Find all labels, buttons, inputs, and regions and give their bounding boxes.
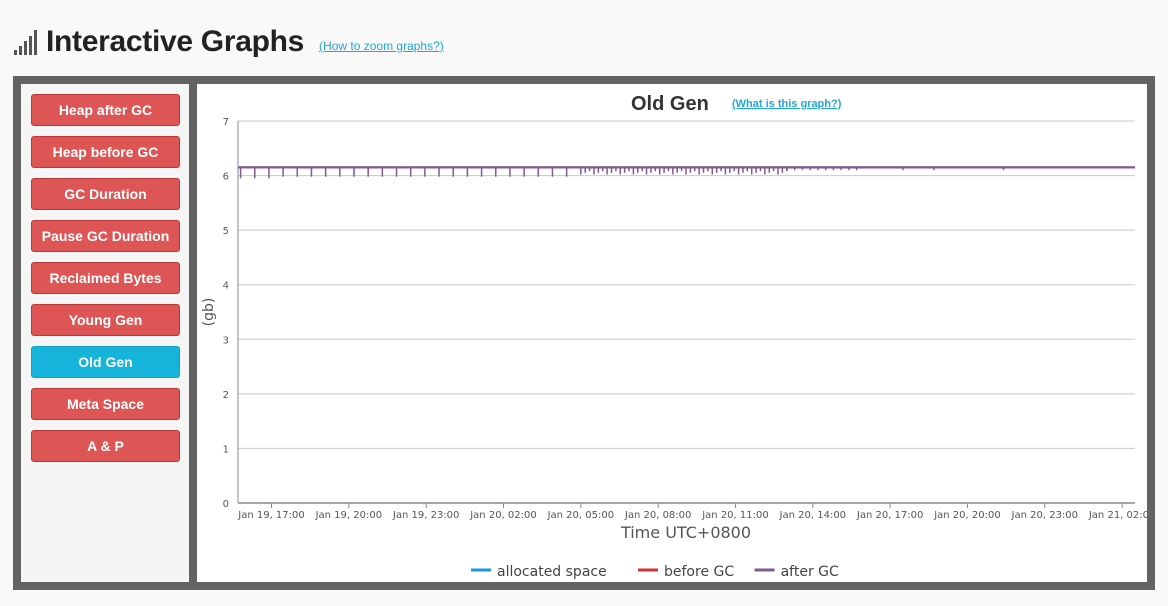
chart-title: Old Gen [631, 93, 709, 115]
page-header: Interactive Graphs (How to zoom graphs?) [14, 22, 444, 62]
y-tick-label: 2 [223, 390, 229, 401]
legend-label[interactable]: before GC [664, 564, 734, 580]
y-tick-label: 0 [223, 499, 229, 510]
nav-button-pause-gc-duration[interactable]: Pause GC Duration [31, 220, 180, 252]
x-tick-label: Jan 19, 17:00 [237, 510, 304, 521]
x-tick-label: Jan 19, 20:00 [315, 510, 383, 521]
x-tick-label: Jan 19, 23:00 [392, 510, 460, 521]
signal-bars-icon [14, 29, 37, 55]
y-tick-label: 7 [223, 117, 229, 128]
x-tick-label: Jan 20, 08:00 [624, 510, 692, 521]
x-tick-label: Jan 20, 23:00 [1011, 510, 1078, 521]
x-tick-label: Jan 20, 05:00 [547, 510, 615, 521]
x-tick-label: Jan 20, 17:00 [856, 510, 924, 521]
page-title: Interactive Graphs [46, 25, 305, 58]
zoom-help-link[interactable]: (How to zoom graphs?) [319, 39, 444, 53]
graph-help-link[interactable]: (What is this graph?) [732, 98, 842, 110]
x-tick-label: Jan 21, 02:00 [1088, 510, 1147, 521]
legend-label[interactable]: after GC [781, 564, 839, 580]
x-axis-label: Time UTC+0800 [620, 523, 751, 542]
x-tick-label: Jan 20, 14:00 [779, 510, 847, 521]
old-gen-chart[interactable]: 0 1 2 3 4 5 6 7 Jan 19, 17:00 Jan 19, 20:00 Jan 19… [197, 84, 1155, 582]
x-tick-label: Jan 20, 20:00 [933, 510, 1001, 521]
nav-button-a-p[interactable]: A & P [31, 430, 180, 462]
x-tick-label: Jan 20, 02:00 [469, 510, 537, 521]
y-tick-label: 5 [223, 226, 229, 237]
graph-nav-sidebar: Heap after GC Heap before GC GC Duration Pa… [21, 84, 189, 582]
y-tick-label: 3 [223, 335, 229, 346]
y-tick-label: 1 [223, 444, 229, 455]
nav-button-old-gen[interactable]: Old Gen [31, 346, 180, 378]
nav-button-gc-duration[interactable]: GC Duration [31, 178, 180, 210]
nav-button-heap-after-gc[interactable]: Heap after GC [31, 94, 180, 126]
graphs-container: Heap after GC Heap before GC GC Duration Pa… [13, 76, 1155, 590]
legend-label[interactable]: allocated space [497, 564, 607, 580]
y-tick-label: 6 [223, 172, 229, 183]
nav-button-reclaimed-bytes[interactable]: Reclaimed Bytes [31, 262, 180, 294]
nav-button-meta-space[interactable]: Meta Space [31, 388, 180, 420]
nav-button-young-gen[interactable]: Young Gen [31, 304, 180, 336]
nav-button-heap-before-gc[interactable]: Heap before GC [31, 136, 180, 168]
y-axis-label: (gb) [201, 298, 217, 327]
y-tick-label: 4 [223, 281, 229, 292]
x-tick-label: Jan 20, 11:00 [701, 510, 769, 521]
chart-panel: Old Gen (What is this graph?) 0 1 2 3 4 5 6 7 Ja… [197, 84, 1155, 582]
